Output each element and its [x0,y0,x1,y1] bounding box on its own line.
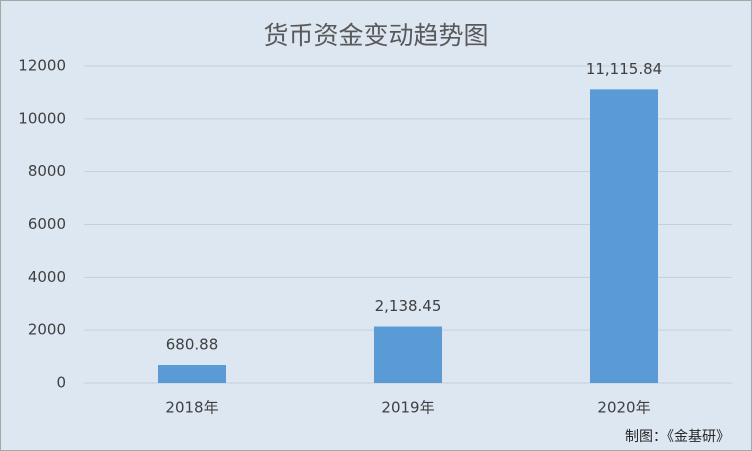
bar [374,326,442,383]
chart-title: 货币资金变动趋势图 [263,21,488,50]
y-tick-label: 0 [56,374,66,392]
y-tick-label: 10000 [18,109,66,127]
y-tick-label: 8000 [28,162,66,180]
y-tick-label: 4000 [28,268,66,286]
bar [158,365,226,383]
bar [590,89,658,383]
x-tick-label: 2020年 [597,399,650,417]
value-label: 2,138.45 [375,297,442,315]
source-note: 制图：《金基研》 [625,428,730,445]
x-tick-label: 2019年 [381,399,434,417]
y-tick-label: 12000 [18,57,66,75]
y-tick-label: 2000 [28,321,66,339]
value-label: 680.88 [166,336,219,354]
y-tick-label: 6000 [28,215,66,233]
x-tick-label: 2018年 [165,399,218,417]
value-label: 11,115.84 [586,60,662,78]
